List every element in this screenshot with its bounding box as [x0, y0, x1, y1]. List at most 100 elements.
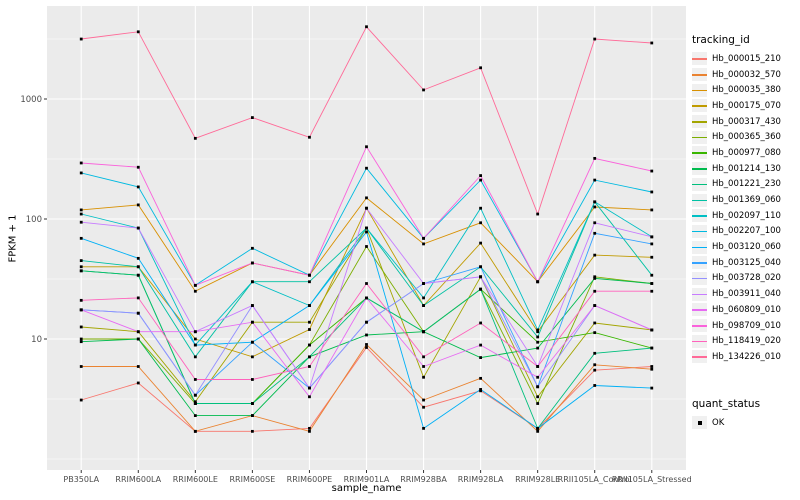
data-point: [79, 161, 83, 165]
data-point: [308, 355, 311, 359]
data-point: [79, 365, 83, 368]
legend-item-Hb_003728_020: Hb_003728_020: [692, 271, 781, 287]
data-point: [365, 296, 368, 300]
data-point: [308, 304, 311, 307]
line-swatch-icon: [692, 256, 707, 270]
data-point: [79, 308, 83, 312]
data-point: [422, 405, 425, 409]
legend-item-Hb_098709_010: Hb_098709_010: [692, 318, 781, 334]
data-point: [650, 328, 654, 332]
x-tick-label: RRIM600SE: [230, 475, 276, 484]
line-swatch-icon: [692, 130, 707, 144]
data-point: [593, 331, 597, 335]
line-swatch-icon: [692, 319, 707, 333]
data-point: [479, 287, 483, 291]
data-point: [308, 395, 311, 399]
data-point: [365, 282, 368, 285]
data-point: [536, 402, 540, 405]
legend-item-label: Hb_000015_210: [712, 53, 781, 64]
data-point: [193, 414, 197, 417]
data-point: [650, 367, 654, 371]
legend-item-label: Hb_000977_080: [712, 147, 781, 158]
data-point: [479, 343, 483, 347]
data-point: [650, 365, 654, 368]
y-axis-title: FPKM + 1: [7, 214, 19, 263]
line-swatch-icon: [692, 115, 707, 129]
data-point: [479, 174, 483, 177]
data-point: [136, 203, 140, 207]
legend-item-label: Hb_060809_010: [712, 304, 781, 315]
legend-item-label: Hb_001214_130: [712, 163, 781, 174]
line-swatch-icon: [692, 177, 707, 191]
data-point: [479, 66, 483, 70]
line-swatch-icon: [692, 99, 707, 113]
data-point: [79, 208, 83, 212]
data-point: [479, 275, 483, 279]
data-point: [250, 355, 254, 359]
data-point: [365, 206, 368, 210]
data-point: [250, 320, 254, 324]
line-swatch-icon: [692, 350, 707, 364]
data-point: [193, 429, 197, 433]
data-point: [536, 395, 540, 399]
data-point: [479, 241, 483, 245]
data-point: [365, 145, 368, 149]
data-point: [365, 196, 368, 200]
legend-title: tracking_id: [692, 34, 750, 46]
data-point: [250, 116, 254, 119]
data-point: [593, 156, 597, 160]
data-point: [308, 135, 311, 139]
data-point: [136, 30, 140, 34]
data-point: [479, 356, 483, 359]
data-point: [536, 340, 540, 344]
data-point: [650, 273, 654, 277]
legend-item-Hb_002097_110: Hb_002097_110: [692, 208, 781, 224]
legend-item-Hb_134226_010: Hb_134226_010: [692, 349, 781, 365]
data-point: [422, 88, 425, 92]
data-point: [479, 178, 483, 182]
data-point: [536, 375, 540, 379]
legend-item-Hb_002207_100: Hb_002207_100: [692, 224, 781, 240]
data-point: [536, 385, 540, 389]
legend-item-label: Hb_001369_060: [712, 195, 781, 206]
legend-item-Hb_003911_040: Hb_003911_040: [692, 286, 781, 302]
line-swatch-icon: [692, 334, 707, 348]
line-swatch-icon: [692, 271, 707, 285]
data-point: [479, 221, 483, 225]
data-point: [593, 351, 597, 355]
legend-item-label: Hb_003911_040: [712, 289, 781, 300]
legend-item-Hb_000035_380: Hb_000035_380: [692, 82, 781, 98]
data-point: [308, 365, 311, 368]
legend-item-Hb_001369_060: Hb_001369_060: [692, 192, 781, 208]
data-point: [593, 221, 597, 225]
data-point: [365, 320, 368, 324]
x-tick-label: RRII105LA_Control: [558, 475, 632, 484]
data-point: [422, 330, 425, 334]
data-point: [593, 205, 597, 209]
data-point: [365, 25, 368, 29]
data-point: [79, 171, 83, 175]
legend-item-label: Hb_002207_100: [712, 226, 781, 237]
line-swatch-icon: [692, 52, 707, 66]
data-point: [593, 363, 597, 367]
data-point: [136, 185, 140, 189]
data-point: [479, 206, 483, 210]
legend-item-label: Hb_000035_380: [712, 85, 781, 96]
data-point: [536, 365, 540, 368]
data-point: [193, 378, 197, 381]
data-point: [193, 283, 197, 287]
data-point: [422, 282, 425, 285]
data-point: [250, 378, 254, 381]
data-point: [650, 235, 654, 239]
data-point: [79, 340, 83, 344]
data-point: [308, 343, 311, 347]
data-point: [79, 269, 83, 273]
data-point: [479, 388, 483, 391]
data-point: [250, 280, 254, 284]
data-point: [422, 236, 425, 240]
data-point: [308, 320, 311, 324]
legend-item-Hb_060809_010: Hb_060809_010: [692, 302, 781, 318]
data-point: [136, 330, 140, 334]
data-point: [250, 429, 254, 433]
